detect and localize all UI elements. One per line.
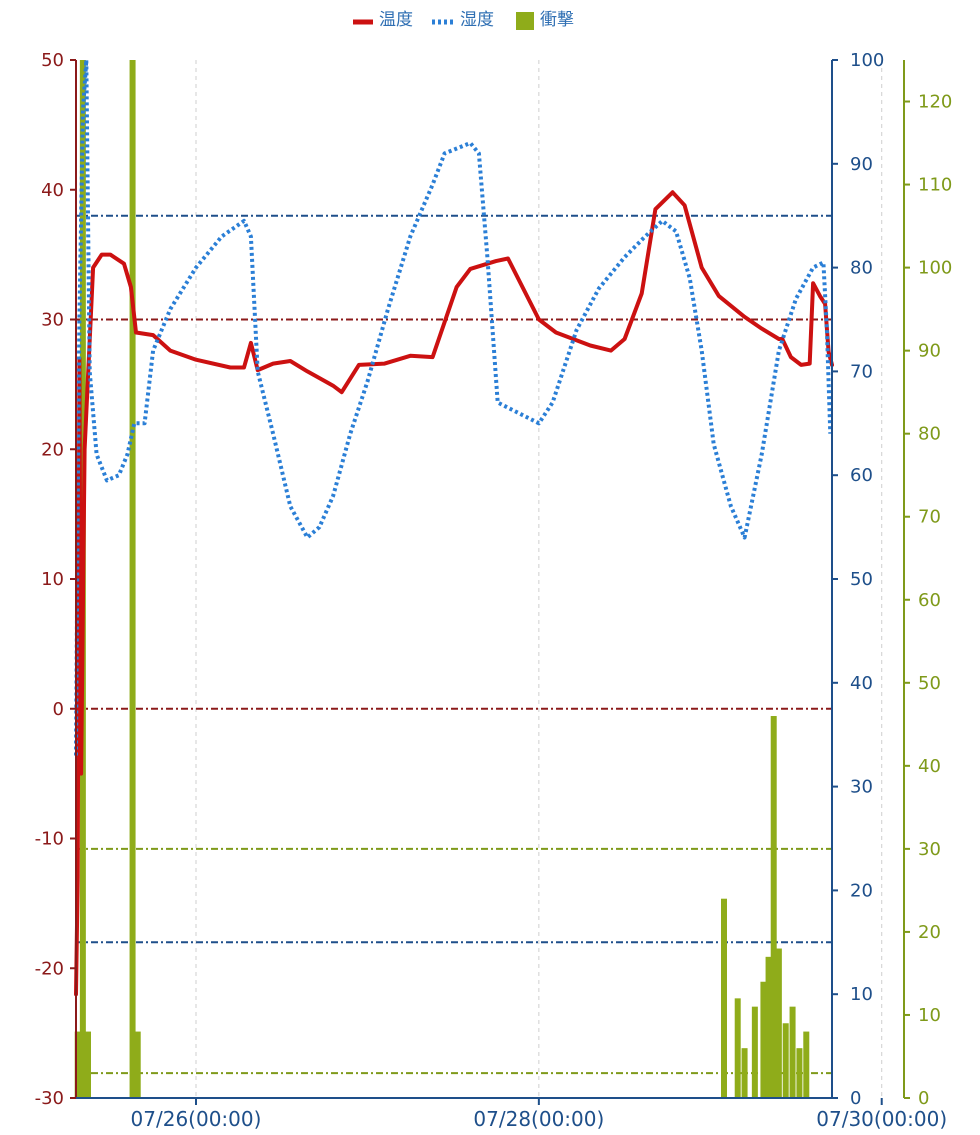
shock-bar: [85, 1031, 91, 1098]
humid-tick-label: 80: [850, 258, 873, 279]
humid-tick-label: 70: [850, 361, 873, 382]
shock-tick-label: 50: [918, 673, 941, 694]
shock-tick-label: 120: [918, 92, 952, 113]
shock-tick-label: 10: [918, 1005, 941, 1026]
legend-label-humid: 湿度: [460, 10, 494, 30]
x-tick-label: 07/30(00:00): [816, 1107, 947, 1131]
shock-tick-label: 30: [918, 839, 941, 860]
shock-bar: [134, 1031, 141, 1098]
temperature-line: [74, 190, 834, 997]
shock-bar: [74, 1031, 81, 1098]
legend-item-temp[interactable]: 温度: [353, 10, 413, 30]
shock-tick-label: 40: [918, 756, 941, 777]
shock-bar: [796, 1048, 803, 1098]
shock-bar: [129, 60, 136, 1098]
humid-tick-label: 100: [850, 50, 884, 71]
shock-bar: [770, 716, 777, 1098]
temp-tick-label: -10: [35, 829, 64, 850]
gridlines: [195, 60, 883, 1098]
temp-tick-label: 0: [53, 699, 64, 720]
x-tick-label: 07/28(00:00): [473, 1107, 604, 1131]
shock-bar: [803, 1031, 810, 1098]
series-lines: [74, 58, 834, 997]
humid-tick-label: 60: [850, 465, 873, 486]
shock-bar: [760, 981, 767, 1098]
shock-bar: [751, 1006, 758, 1098]
humid-tick-label: 50: [850, 569, 873, 590]
temp-tick-label: 40: [41, 180, 64, 201]
shock-tick-label: 70: [918, 507, 941, 528]
legend-swatch-shock: [516, 12, 534, 30]
legend: 温度 湿度 衝撃: [353, 10, 574, 30]
shock-bar: [789, 1006, 796, 1098]
shock-bar: [782, 1023, 789, 1098]
shock-bar: [765, 956, 772, 1098]
humid-tick-label: 40: [850, 673, 873, 694]
temp-tick-label: 50: [41, 50, 64, 71]
temp-tick-label: -20: [35, 958, 64, 979]
shock-tick-label: 0: [918, 1088, 929, 1109]
shock-tick-label: 100: [918, 258, 952, 279]
legend-label-shock: 衝撃: [540, 10, 574, 30]
axes: -30 -20 -10 0 10 20 30 40 50 0 10 20 30 40 50 60 70 80 90 1…: [35, 50, 953, 1131]
humid-tick-label: 90: [850, 154, 873, 175]
shock-tick-label: 110: [918, 175, 952, 196]
temp-tick-label: 30: [41, 310, 64, 331]
shock-tick-label: 90: [918, 341, 941, 362]
threshold-lines: [76, 214, 832, 1075]
temp-tick-label: 10: [41, 569, 64, 590]
legend-item-shock[interactable]: 衝撃: [516, 10, 574, 30]
shock-tick-label: 20: [918, 922, 941, 943]
temp-tick-label: -30: [35, 1088, 64, 1109]
legend-item-humid[interactable]: 湿度: [432, 10, 494, 30]
temp-tick-label: 20: [41, 439, 64, 460]
shock-bar: [734, 998, 741, 1098]
shock-bar: [775, 948, 782, 1098]
humid-tick-label: 0: [850, 1088, 861, 1109]
shock-tick-label: 80: [918, 424, 941, 445]
shock-bar: [741, 1048, 748, 1098]
humid-tick-label: 20: [850, 880, 873, 901]
shock-bar: [721, 898, 727, 1098]
humid-tick-label: 10: [850, 984, 873, 1005]
shock-tick-label: 60: [918, 590, 941, 611]
x-tick-label: 07/26(00:00): [131, 1107, 262, 1131]
humid-tick-label: 30: [850, 777, 873, 798]
legend-label-temp: 温度: [379, 10, 413, 30]
humidity-line: [74, 58, 833, 756]
